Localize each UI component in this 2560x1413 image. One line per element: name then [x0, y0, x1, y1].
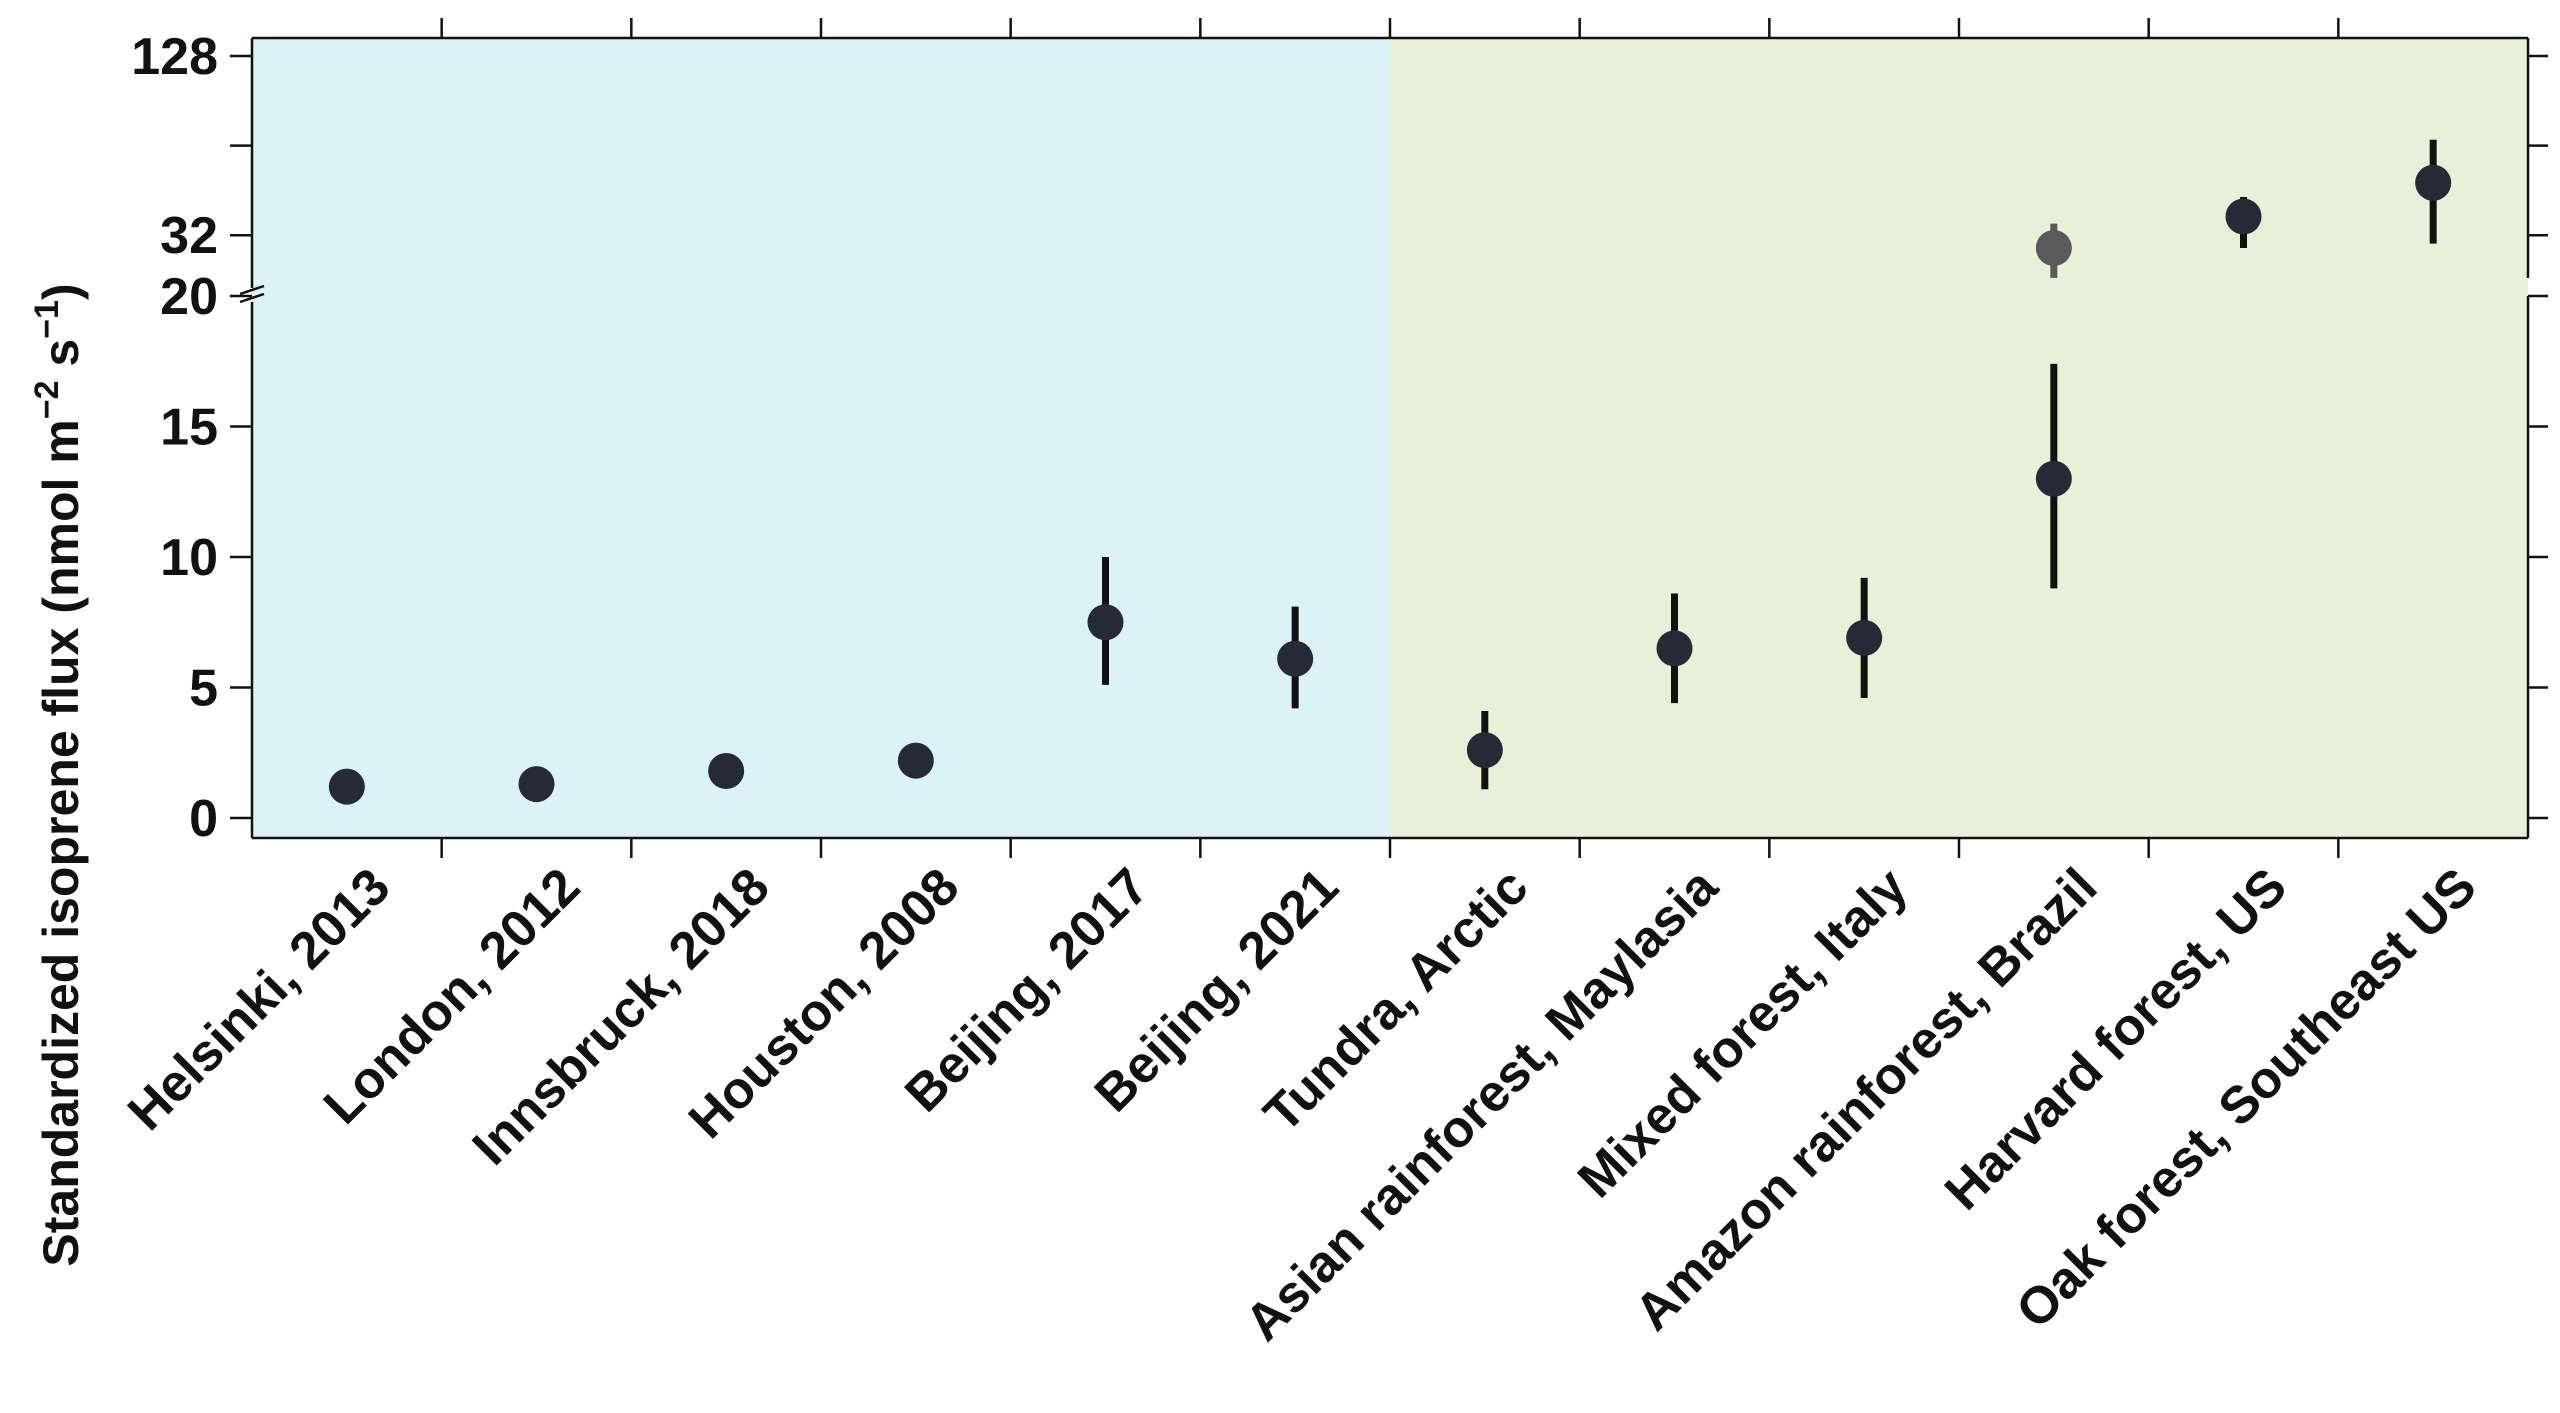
- y-tick-label: 5: [189, 660, 218, 718]
- data-point: [2225, 198, 2262, 235]
- x-category-label: Harvard forest, US: [1934, 857, 2298, 1221]
- region-backgrounds: [252, 38, 2528, 838]
- y-tick-label: 10: [160, 529, 218, 587]
- data-point: [1466, 732, 1503, 769]
- data-point: [1277, 640, 1314, 677]
- data-point: [1656, 630, 1693, 667]
- data-point: [1846, 619, 1883, 656]
- x-category-label: Mixed forest, Italy: [1567, 857, 1919, 1209]
- data-point: [1087, 604, 1124, 641]
- y-tick-label: 32: [160, 207, 218, 265]
- y-tick-label: 15: [160, 399, 218, 457]
- data-point: [2415, 164, 2452, 201]
- region-background-1: [1390, 38, 2528, 838]
- data-point: [2035, 460, 2072, 497]
- data-point: [518, 766, 555, 803]
- y-axis-title: Standardized isoprene flux (nmol m−2 s−1…: [28, 283, 89, 1266]
- data-points: [328, 164, 2452, 805]
- region-background-0: [252, 38, 1390, 838]
- axis-break-mark: [239, 292, 265, 304]
- data-point: [2035, 229, 2072, 266]
- data-point: [897, 742, 934, 779]
- y-tick-label: 20: [160, 268, 218, 326]
- axis-break-mark: [239, 284, 265, 296]
- y-tick-label: 0: [189, 790, 218, 848]
- y-tick-label: 128: [131, 28, 218, 86]
- axes: [230, 18, 2548, 858]
- data-point: [328, 768, 365, 805]
- data-point: [708, 753, 745, 790]
